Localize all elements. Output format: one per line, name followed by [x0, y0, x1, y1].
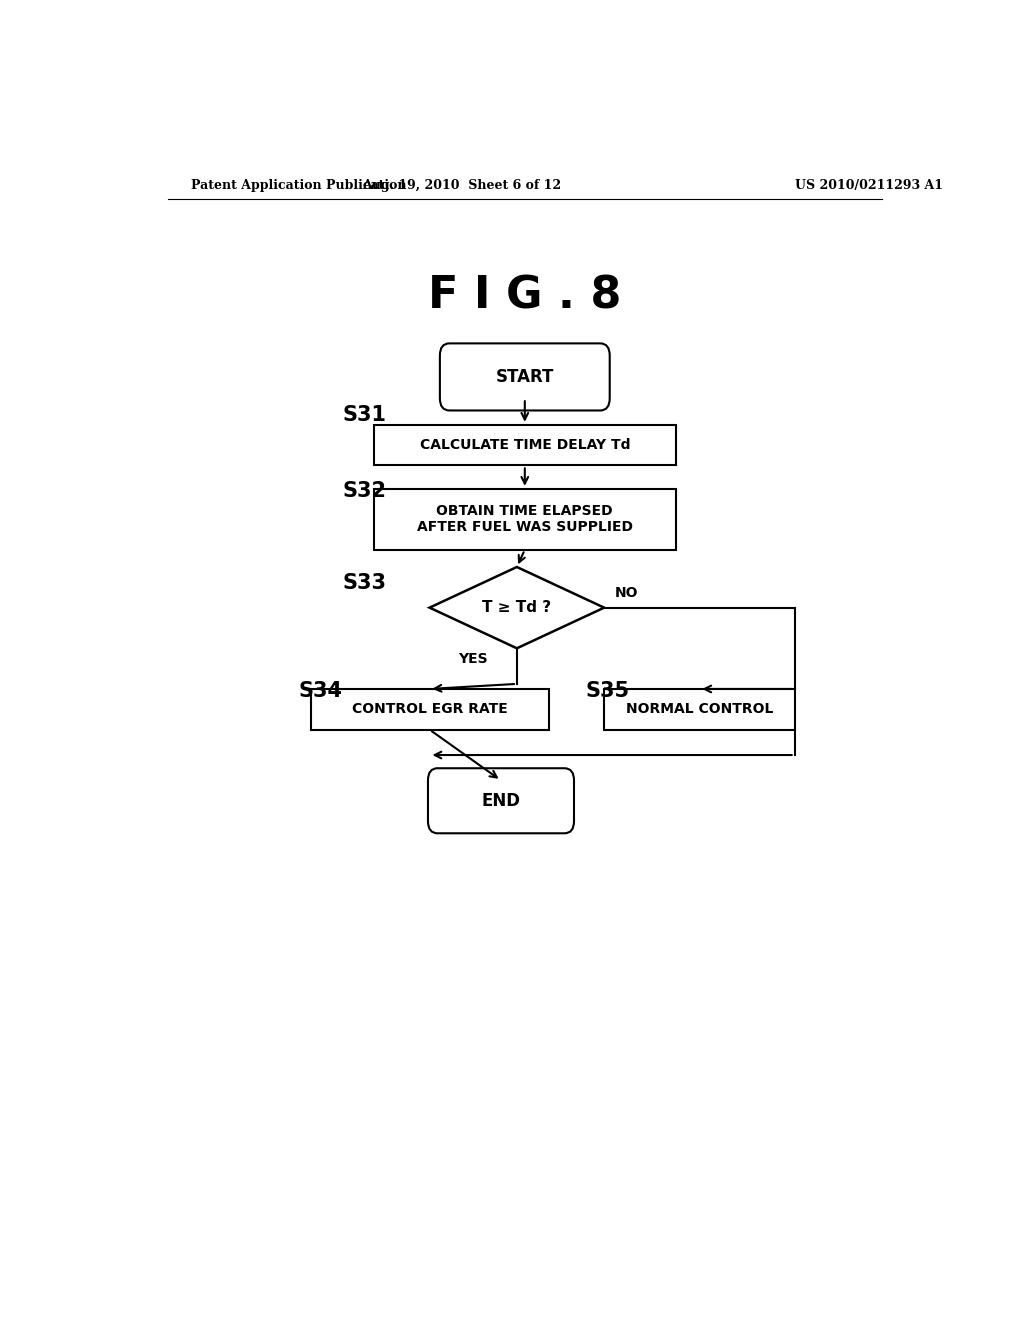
Text: T ≥ Td ?: T ≥ Td ? [482, 601, 552, 615]
Text: END: END [481, 792, 520, 809]
Bar [604, 689, 795, 730]
Text: US 2010/0211293 A1: US 2010/0211293 A1 [795, 180, 943, 193]
Text: YES: YES [459, 652, 488, 667]
Text: F I G . 8: F I G . 8 [428, 275, 622, 317]
Text: CONTROL EGR RATE: CONTROL EGR RATE [351, 702, 508, 717]
Text: S35: S35 [586, 681, 630, 701]
Text: S33: S33 [342, 573, 386, 593]
Bar [310, 689, 549, 730]
Text: S31: S31 [342, 404, 386, 425]
Bar [374, 488, 676, 549]
Text: S32: S32 [342, 480, 386, 500]
Text: NO: NO [614, 586, 638, 601]
Text: START: START [496, 368, 554, 385]
Text: Aug. 19, 2010  Sheet 6 of 12: Aug. 19, 2010 Sheet 6 of 12 [361, 180, 561, 193]
Text: NORMAL CONTROL: NORMAL CONTROL [626, 702, 773, 717]
FancyBboxPatch shape [428, 768, 574, 833]
Bar [374, 425, 676, 466]
Text: S34: S34 [299, 681, 343, 701]
Polygon shape [430, 568, 604, 648]
Text: OBTAIN TIME ELAPSED
AFTER FUEL WAS SUPPLIED: OBTAIN TIME ELAPSED AFTER FUEL WAS SUPPL… [417, 504, 633, 535]
Text: Patent Application Publication: Patent Application Publication [191, 180, 407, 193]
FancyBboxPatch shape [440, 343, 609, 411]
Text: CALCULATE TIME DELAY Td: CALCULATE TIME DELAY Td [420, 438, 630, 451]
